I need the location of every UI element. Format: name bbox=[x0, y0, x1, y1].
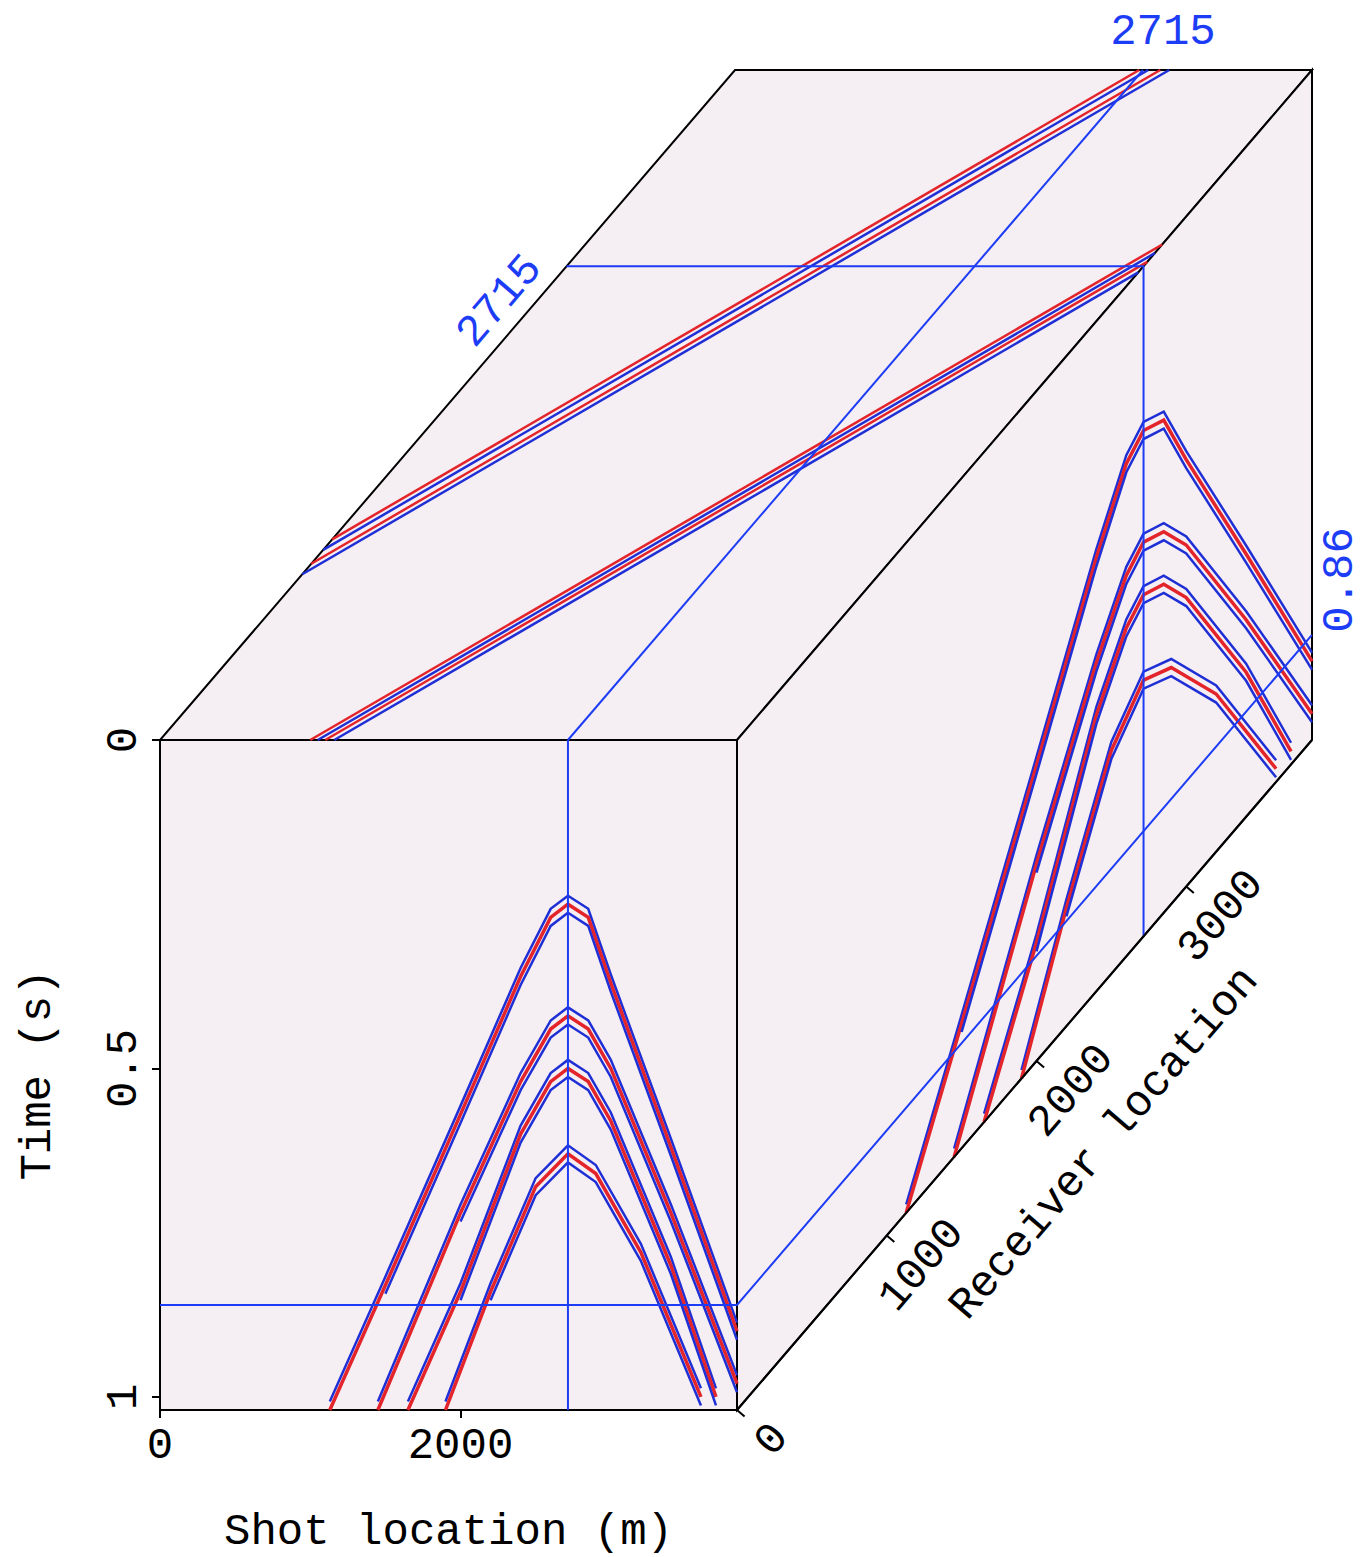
svg-text:3000: 3000 bbox=[1168, 860, 1275, 973]
svg-text:1: 1 bbox=[99, 1384, 149, 1410]
svg-text:0: 0 bbox=[744, 1414, 799, 1467]
svg-text:2715: 2715 bbox=[1110, 7, 1216, 57]
svg-text:2000: 2000 bbox=[408, 1421, 514, 1471]
svg-text:Time (s): Time (s) bbox=[13, 969, 63, 1180]
svg-text:0.5: 0.5 bbox=[99, 1029, 149, 1108]
svg-text:2715: 2715 bbox=[446, 245, 553, 358]
svg-text:Shot location (m): Shot location (m) bbox=[224, 1507, 673, 1557]
svg-text:0.86: 0.86 bbox=[1315, 527, 1365, 633]
svg-text:Receiver location: Receiver location bbox=[939, 957, 1269, 1330]
svg-text:2000: 2000 bbox=[1018, 1034, 1125, 1148]
svg-text:0: 0 bbox=[147, 1421, 173, 1471]
svg-text:1000: 1000 bbox=[868, 1209, 975, 1322]
svg-text:0: 0 bbox=[99, 727, 149, 753]
